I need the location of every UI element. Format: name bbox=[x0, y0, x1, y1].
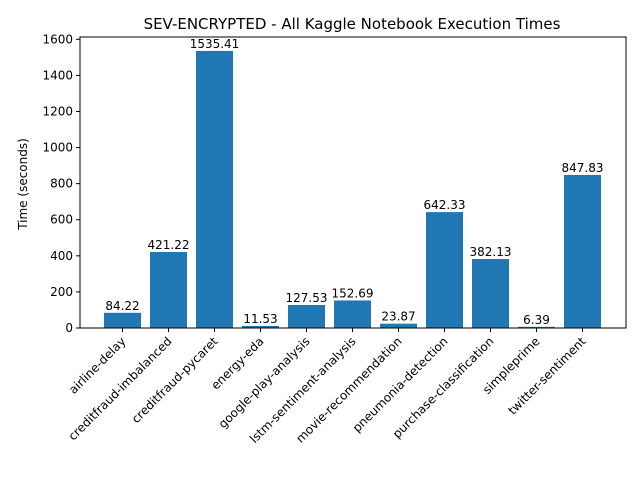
data-label-twitter-sentiment: 847.83 bbox=[562, 161, 604, 175]
y-axis-label: Time (seconds) bbox=[16, 138, 30, 231]
bar-energy-eda bbox=[242, 325, 279, 328]
bar-simpleprime bbox=[518, 326, 555, 328]
y-tick-label: 1600 bbox=[42, 32, 73, 46]
data-label-simpleprime: 6.39 bbox=[523, 313, 550, 327]
chart-title: SEV-ENCRYPTED - All Kaggle Notebook Exec… bbox=[144, 15, 561, 33]
data-label-creditfraud-imbalanced: 421.22 bbox=[148, 238, 190, 252]
data-label-lstm-sentiment-analysis: 152.69 bbox=[332, 286, 374, 300]
y-tick-label: 1000 bbox=[42, 141, 73, 155]
y-tick-label: 0 bbox=[65, 321, 73, 335]
bar-purchase-classification bbox=[472, 259, 509, 328]
y-tick-label: 400 bbox=[50, 249, 73, 263]
bar-movie-recommendation bbox=[380, 323, 417, 328]
bar-twitter-sentiment bbox=[564, 175, 601, 328]
data-labels-group: 84.22 421.22 1535.41 11.53 127.53 152.69 23.87… bbox=[105, 37, 603, 327]
plot-frame bbox=[79, 36, 627, 329]
bar-google-play-analysis bbox=[288, 304, 325, 328]
data-label-creditfraud-pycaret: 1535.41 bbox=[190, 37, 240, 51]
bar-pneumonia-detection bbox=[426, 212, 463, 328]
data-label-airline-delay: 84.22 bbox=[105, 299, 139, 313]
data-label-pneumonia-detection: 642.33 bbox=[424, 198, 466, 212]
bar-creditfraud-imbalanced bbox=[150, 251, 187, 328]
data-label-google-play-analysis: 127.53 bbox=[286, 291, 328, 305]
y-tick-label: 800 bbox=[50, 177, 73, 191]
data-label-movie-recommendation: 23.87 bbox=[381, 310, 415, 324]
y-axis: 0 200 400 600 800 1000 1200 1400 1600 bbox=[42, 32, 80, 335]
y-tick-label: 600 bbox=[50, 213, 73, 227]
bar-airline-delay bbox=[104, 312, 141, 328]
data-label-purchase-classification: 382.13 bbox=[470, 245, 512, 259]
bar-lstm-sentiment-analysis bbox=[334, 300, 371, 328]
y-tick-label: 200 bbox=[50, 285, 73, 299]
bar-creditfraud-pycaret bbox=[196, 50, 233, 328]
bars-group bbox=[104, 50, 601, 328]
data-label-energy-eda: 11.53 bbox=[243, 312, 277, 326]
y-tick-label: 1400 bbox=[42, 68, 73, 82]
y-tick-label: 1200 bbox=[42, 104, 73, 118]
